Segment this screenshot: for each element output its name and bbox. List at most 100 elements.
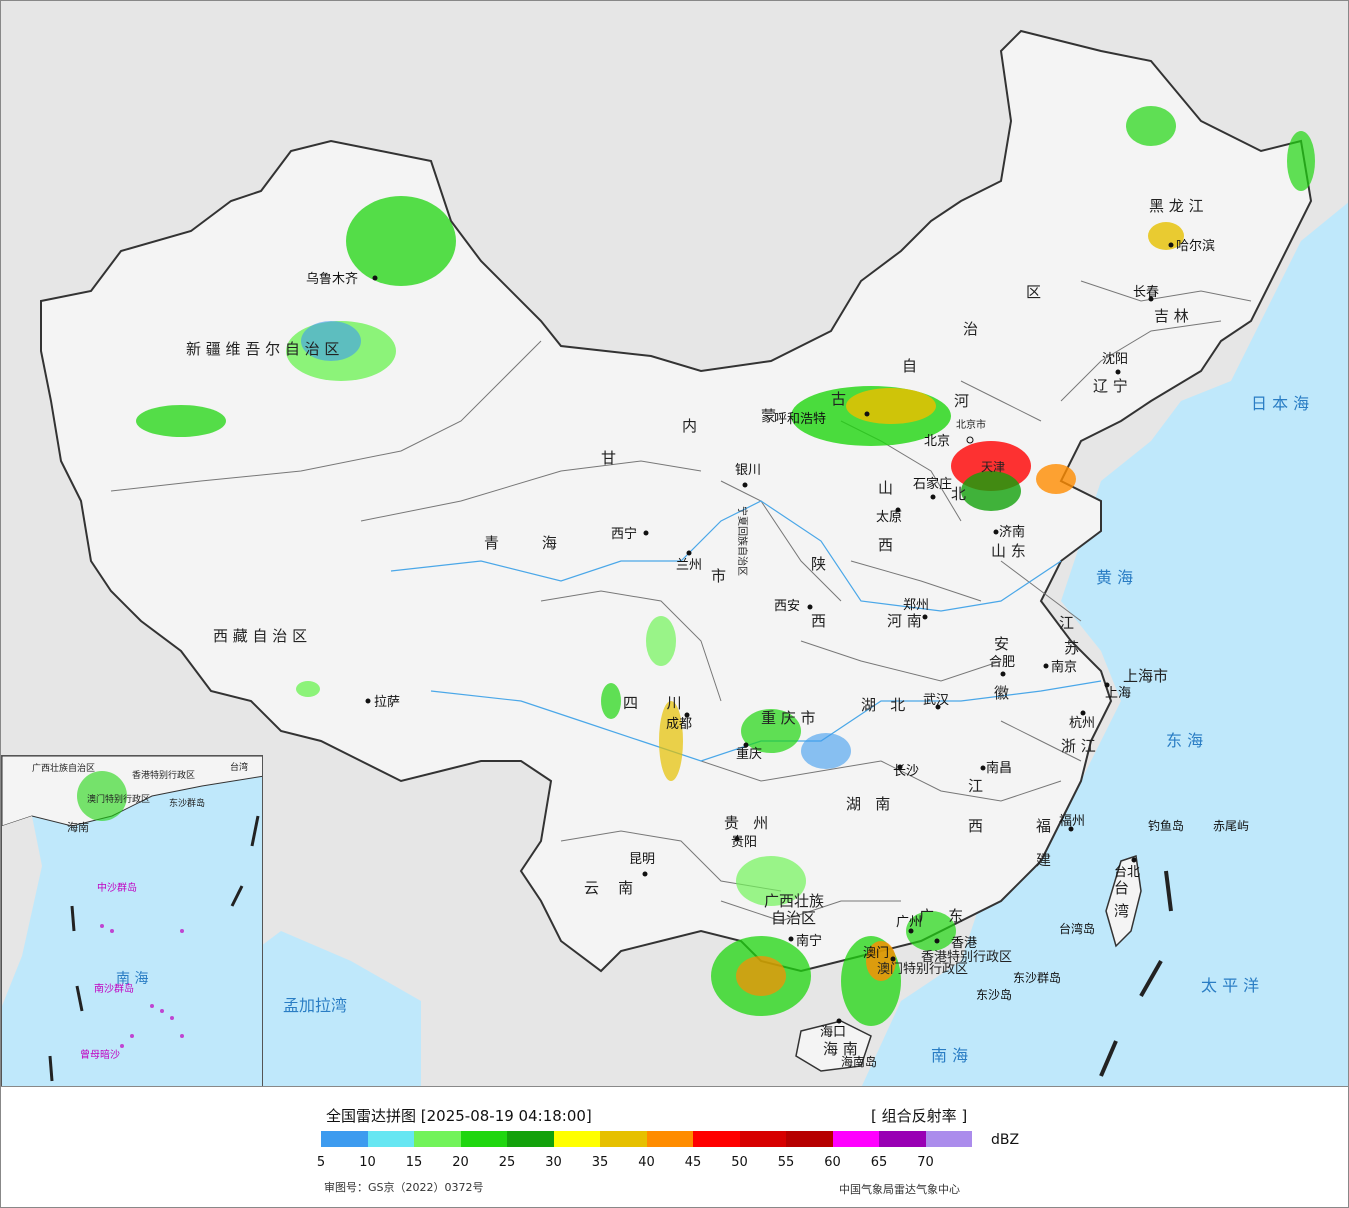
province-label-shanghai: 上海市 [1123,667,1168,685]
legend-panel: 全国雷达拼图 [2025-08-19 04:18:00] [ 组合反射率 ] d… [0,1087,1349,1208]
province-label-xizang: 西 藏 自 治 区 [213,627,307,645]
province-label-xinjiang: 新 疆 维 吾 尔 自 治 区 [186,340,339,358]
legend-swatch [367,1131,414,1147]
city-label-zhengzhou: 郑州 [903,598,929,613]
legend-tick-label: 25 [498,1155,516,1170]
province-label-neimenggu-1: 内 [682,417,697,435]
city-label-wuhan: 武汉 [923,693,949,708]
province-label-henan: 河 南 [887,612,922,630]
province-label-jiangsu-1: 江 [1059,614,1074,632]
legend-swatch [321,1131,368,1147]
province-label-beijing: 北京市 [956,418,986,431]
taiwan-island-shape [1105,855,1142,948]
city-label-guiyang: 贵阳 [731,835,757,850]
province-label-zhejiang: 浙 江 [1061,737,1096,755]
inset-label-south-sea: 南 海 [116,971,148,987]
legend-swatch [786,1131,833,1147]
city-label-taiyuan: 太原 [876,510,902,525]
province-label-yunnan: 云 南 [584,879,633,897]
city-label-xining: 西宁 [611,526,637,542]
province-label-neimenggu-5: 治 [963,320,978,338]
province-labels: 新 疆 维 吾 尔 自 治 区 西 藏 自 治 区 青 海 甘 内 蒙 古 自 … [186,197,1204,1058]
province-label-qinghai: 青 海 [484,534,557,552]
legend-tick-label: 15 [405,1155,423,1170]
maritime-boundary [1099,870,1173,1077]
legend-source: 中国气象局雷达气象中心 [839,1183,960,1196]
city-label-changchun: 长春 [1133,285,1159,300]
province-label-hainan: 海 南 [823,1040,858,1058]
legend-tick-label: 5 [316,1155,326,1170]
sea-label-japan: 日 本 海 [1251,394,1309,413]
province-label-fujian-1: 福 [1036,817,1051,835]
province-label-liaoning: 辽 宁 [1093,377,1128,395]
sea-label-pacific: 太 平 洋 [1201,976,1259,995]
province-label-ningxia-city: 市 [711,567,726,585]
province-label-shandong: 山 东 [991,542,1026,560]
island-label-diaoyu: 钓鱼岛 [1148,818,1184,833]
province-label-guizhou: 贵 州 [724,814,768,832]
island-label-taiwan: 台湾岛 [1059,921,1095,936]
province-label-hunan: 湖 南 [846,795,890,813]
city-label-hefei: 合肥 [989,655,1015,670]
city-label-haikou: 海口 [820,1025,846,1040]
province-label-shaanxi-1: 陕 [811,555,826,573]
province-label-jilin: 吉 林 [1154,307,1189,325]
sea-label-yellow: 黄 海 [1096,568,1133,587]
city-label-urumqi: 乌鲁木齐 [306,271,358,287]
province-label-macau: 澳门特别行政区 [877,961,968,977]
legend-swatch [507,1131,554,1147]
legend-swatch [414,1131,461,1147]
province-label-hubei: 湖 北 [861,696,905,714]
province-label-chongqing: 重 庆 市 [761,709,816,727]
province-label-guangxi-2: 自治区 [771,909,816,927]
city-label-chongqing: 重庆 [736,746,762,762]
legend-swatch [460,1131,507,1147]
legend-title: 全国雷达拼图 [2025-08-19 04:18:00] [326,1107,592,1125]
province-label-anhui-1: 安 [994,635,1009,653]
province-label-hongkong: 香港特别行政区 [921,950,1012,965]
city-label-fuzhou: 福州 [1059,814,1085,829]
ocean [861,202,1348,1086]
province-label-sichuan: 四 川 [623,694,682,712]
province-label-shanxi-2: 西 [878,536,893,554]
city-label-hangzhou: 杭州 [1069,716,1095,731]
city-label-shanghai: 上海 [1105,686,1131,701]
province-label-taiwan-1: 台 [1114,879,1129,897]
province-label-shanxi-1: 山 [878,479,893,497]
city-label-taipei: 台北 [1114,865,1140,880]
city-label-yinchuan: 银川 [735,463,761,478]
inset-label-hainan: 海南 [67,820,89,834]
city-label-chengdu: 成都 [666,717,692,732]
legend-swatch [925,1131,972,1147]
province-label-neimenggu-3: 古 [831,390,846,408]
legend-tick-label: 55 [777,1155,795,1170]
province-label-anhui-2: 徽 [994,684,1009,702]
legend-unit: dBZ [991,1132,1020,1148]
city-label-macau: 澳门 [863,945,889,961]
inset-label-guangxi: 广西壮族自治区 [32,762,95,774]
inset-label-macau: 澳门特别行政区 [87,793,150,805]
sea-label-bengal: 孟加拉湾 [283,996,347,1015]
province-label-hebei-2: 北 [951,485,966,503]
inset-label-xisha: 中沙群岛 [97,881,137,894]
legend-swatch [646,1131,693,1147]
province-label-jiangsu-2: 苏 [1064,639,1079,657]
city-label-nanning: 南宁 [796,933,822,949]
province-label-ningxia: 宁夏回族自治区 [736,506,749,576]
legend-tick-label: 50 [731,1155,748,1170]
legend-swatch [600,1131,647,1147]
city-label-hongkong: 香港 [951,936,977,951]
province-label-neimenggu-2: 蒙 [761,407,776,425]
legend-tick-label: 30 [545,1155,562,1170]
province-label-fujian-2: 建 [1036,851,1051,869]
province-borders [110,280,1252,922]
city-label-nanjing: 南京 [1051,659,1077,675]
legend-swatch [832,1131,879,1147]
island-label-dongsha-group: 东沙群岛 [1013,970,1061,985]
province-label-neimenggu-4: 自 [902,357,917,375]
radar-map: 新 疆 维 吾 尔 自 治 区 西 藏 自 治 区 青 海 甘 内 蒙 古 自 … [0,0,1349,1087]
city-label-changsha: 长沙 [893,764,919,779]
legend-tick-label: 20 [452,1155,469,1170]
inset-label-hk: 香港特别行政区 [132,769,195,781]
south-china-sea-inset: 南 海 中沙群岛 南沙群岛 曾母暗沙 东沙群岛 香港特别行政区 澳门特别行政区 … [1,755,263,1086]
